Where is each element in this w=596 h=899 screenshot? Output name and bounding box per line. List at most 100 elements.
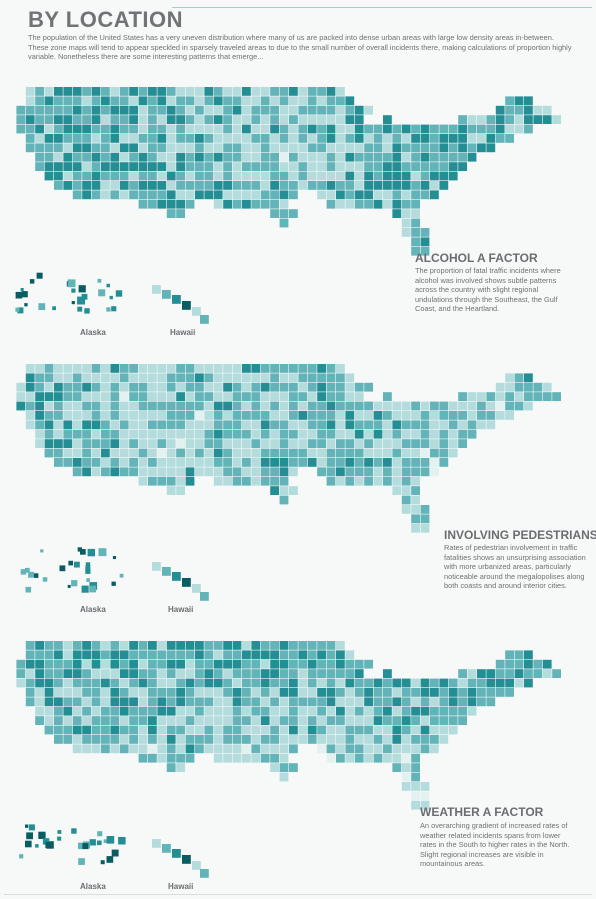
map-zone-cell: [72, 181, 82, 190]
map-zone-cell: [495, 659, 505, 669]
map-zone-cell: [345, 96, 355, 106]
map-zone-cell: [242, 735, 251, 744]
map-zone-cell: [411, 420, 420, 430]
map-zone-cell: [411, 495, 420, 505]
map-zone-cell: [430, 152, 439, 162]
map-zone-cell: [345, 411, 355, 420]
map-zone-cell: [195, 688, 204, 697]
map-zone-cell: [176, 124, 185, 134]
map-zone-cell: [411, 678, 420, 688]
map-zone-cell: [505, 124, 514, 134]
map-zone-cell: [373, 697, 383, 707]
alaska-zone-cell: [106, 283, 110, 288]
map-zone-cell: [54, 420, 63, 430]
map-zone-cell: [317, 735, 326, 744]
map-zone-cell: [326, 143, 336, 153]
map-zone-cell: [213, 697, 223, 707]
map-zone-cell: [110, 115, 120, 124]
map-zone-cell: [420, 162, 430, 171]
map-zone-cell: [195, 448, 204, 458]
alaska-zone-cell: [20, 288, 24, 292]
alaska-zone-cell: [86, 578, 90, 582]
map-zone-cell: [420, 678, 430, 688]
map-zone-cell: [176, 688, 185, 697]
map-zone-cell: [298, 134, 308, 143]
map-zone-cell: [195, 678, 204, 688]
map-zone-cell: [242, 688, 251, 697]
map-zone-cell: [129, 429, 138, 439]
map-zone-cell: [176, 725, 185, 735]
map-zone-cell: [176, 476, 185, 486]
map-zone-cell: [307, 96, 317, 106]
map-zone-cell: [223, 706, 232, 716]
map-zone-cell: [420, 411, 430, 420]
map-zone-cell: [138, 697, 148, 707]
map-zone-cell: [383, 162, 392, 171]
map-zone-cell: [138, 401, 148, 411]
alaska-zone-cell: [21, 291, 28, 298]
map-zone-cell: [242, 143, 251, 153]
map-zone-cell: [223, 744, 232, 754]
map-zone-cell: [101, 382, 110, 392]
alaska-zone-cell: [57, 836, 62, 841]
map-zone-cell: [251, 753, 261, 763]
map-zone-cell: [101, 134, 110, 143]
map-zone-cell: [110, 439, 120, 448]
map-zone-cell: [448, 678, 458, 688]
map-zone-cell: [364, 143, 373, 153]
map-zone-cell: [148, 725, 157, 735]
map-zone-cell: [279, 420, 289, 430]
map-zone-cell: [204, 162, 214, 171]
map-zone-cell: [101, 650, 110, 660]
map-zone-cell: [176, 678, 185, 688]
map-zone-cell: [364, 678, 373, 688]
map-zone-cell: [119, 152, 129, 162]
map-zone-cell: [213, 688, 223, 697]
map-zone-cell: [204, 458, 214, 467]
map-zone-cell: [289, 486, 298, 495]
map-zone-cell: [129, 152, 138, 162]
map-zone-cell: [82, 716, 91, 725]
map-zone-cell: [477, 678, 486, 688]
map-zone-cell: [326, 373, 336, 383]
map-zone-cell: [289, 650, 298, 660]
map-zone-cell: [204, 115, 214, 124]
map-zone-cell: [317, 420, 326, 430]
map-zone-cell: [401, 495, 411, 505]
map-zone-cell: [542, 659, 552, 669]
map-zone-cell: [411, 181, 420, 190]
map-zone-cell: [129, 115, 138, 124]
map-zone-cell: [25, 124, 35, 134]
map-zone-cell: [420, 448, 430, 458]
map-zone-cell: [279, 716, 289, 725]
map-zone-cell: [129, 716, 138, 725]
map-zone-cell: [101, 669, 110, 678]
map-zone-cell: [185, 697, 195, 707]
map-zone-cell: [72, 87, 82, 96]
map-zone-cell: [289, 697, 298, 707]
map-zone-cell: [91, 401, 101, 411]
alaska-zone-cell: [111, 581, 116, 586]
map-zone-cell: [383, 669, 392, 678]
hawaii-label: Hawaii: [168, 605, 194, 614]
map-zone-cell: [260, 199, 270, 209]
map-zone-cell: [110, 669, 120, 678]
hawaii-zone-cell: [172, 295, 181, 304]
map-zone-cell: [176, 199, 185, 209]
map-zone-cell: [411, 458, 420, 467]
map-zone-cell: [260, 659, 270, 669]
map-zone-cell: [448, 124, 458, 134]
map-zone-cell: [72, 678, 82, 688]
map-zone-cell: [110, 706, 120, 716]
map-zone-cell: [514, 115, 524, 124]
map-zone-cell: [223, 105, 232, 115]
map-zone-cell: [232, 735, 242, 744]
map-zone-cell: [204, 716, 214, 725]
map-zone-cell: [411, 514, 420, 524]
map-zone-cell: [533, 392, 543, 401]
map-zone-cell: [129, 688, 138, 697]
map-zone-cell: [138, 735, 148, 744]
map-zone-cell: [251, 199, 261, 209]
map-zone-cell: [458, 134, 467, 143]
map-zone-cell: [101, 448, 110, 458]
